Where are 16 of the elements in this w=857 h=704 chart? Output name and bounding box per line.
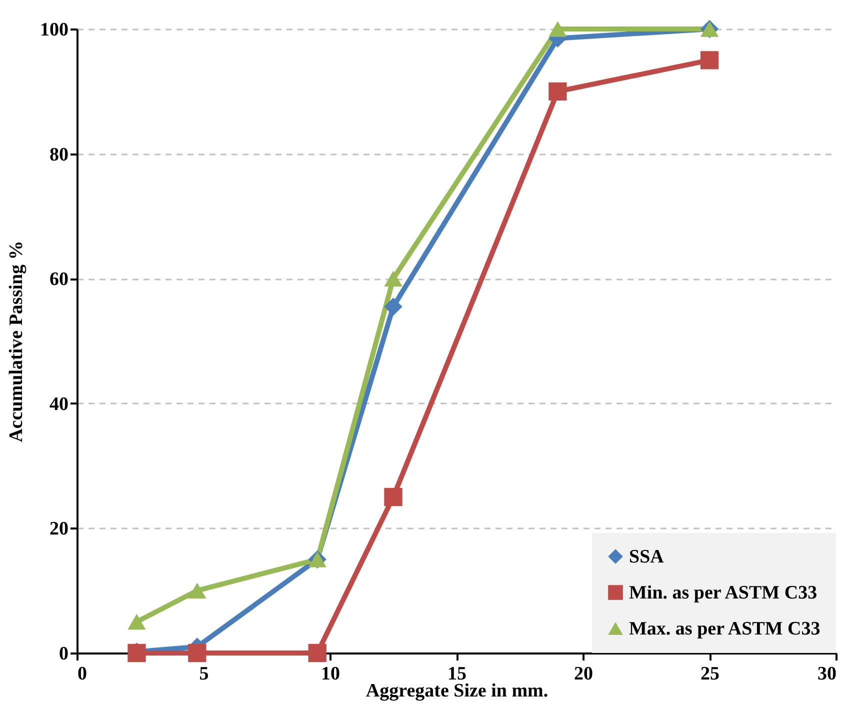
y-tick-label: 20	[50, 518, 68, 540]
legend-label: Max. as per ASTM C33	[629, 618, 820, 640]
y-tick-label: 40	[50, 394, 68, 415]
x-tick-label: 30	[818, 664, 836, 684]
y-tick-label: 60	[50, 269, 68, 290]
legend-label: SSA	[629, 546, 664, 568]
y-axis-title: Accumulative Passing %	[6, 240, 27, 442]
y-tick-label: 0	[59, 644, 68, 664]
x-tick-label: 5	[199, 664, 209, 684]
x-tick-label: 25	[700, 664, 720, 684]
y-tick-label: 100	[40, 20, 68, 40]
legend-label: Min. as per ASTM C33	[629, 582, 818, 604]
x-tick-label: 10	[321, 664, 340, 684]
x-tick-label: 20	[574, 664, 593, 684]
x-tick-label: 0	[78, 664, 87, 684]
y-tick-label: 80	[50, 144, 68, 166]
